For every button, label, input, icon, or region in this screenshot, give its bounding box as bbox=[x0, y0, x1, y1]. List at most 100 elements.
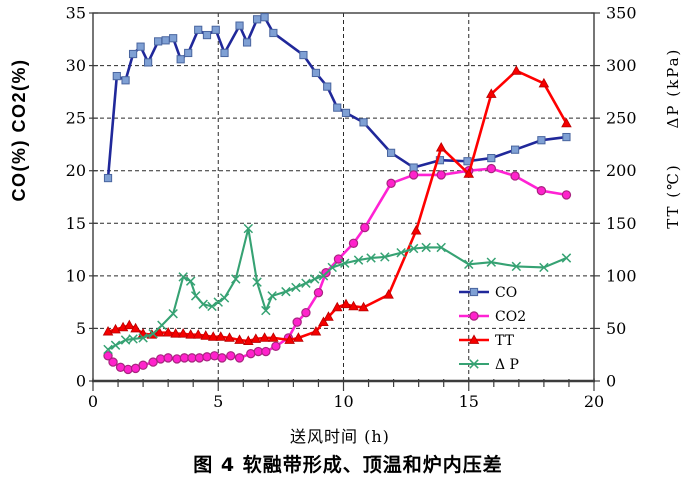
y-right-tick-label: 0 bbox=[606, 372, 616, 391]
dp-marker bbox=[148, 328, 158, 339]
co2-marker bbox=[194, 353, 205, 363]
x-tick-label: 20 bbox=[584, 392, 604, 411]
co-marker bbox=[260, 13, 269, 22]
co-marker bbox=[562, 132, 571, 142]
co2-marker bbox=[348, 238, 359, 248]
tt-marker bbox=[410, 225, 422, 235]
tt-marker bbox=[185, 329, 196, 339]
dp-marker bbox=[261, 305, 271, 316]
axes bbox=[89, 12, 600, 391]
gridlines bbox=[93, 13, 594, 381]
dp-marker bbox=[198, 299, 208, 309]
co-marker bbox=[136, 42, 145, 51]
series-line-co bbox=[106, 15, 568, 180]
tt-marker bbox=[293, 332, 304, 342]
legend: CO CO2 TT Δ P bbox=[459, 285, 526, 373]
tt-marker bbox=[331, 301, 343, 312]
tt-marker bbox=[486, 88, 497, 98]
co-marker bbox=[128, 49, 138, 59]
dp-marker bbox=[340, 258, 350, 268]
tt-marker bbox=[250, 333, 262, 343]
dp-marker bbox=[318, 271, 329, 281]
tt-marker bbox=[243, 335, 254, 345]
dp-marker bbox=[464, 259, 474, 270]
co-marker bbox=[409, 163, 418, 172]
tt-marker bbox=[561, 117, 572, 128]
dp-marker bbox=[185, 276, 196, 286]
legend-label-co2: CO2 bbox=[495, 309, 526, 325]
co2-marker bbox=[226, 351, 236, 361]
tt-marker bbox=[323, 311, 334, 321]
x-axis-title: 送风时间 (h) bbox=[290, 427, 390, 446]
legend-item-co: CO bbox=[459, 285, 517, 301]
dp-marker bbox=[103, 344, 113, 355]
co2-marker bbox=[209, 351, 220, 361]
co2-marker bbox=[561, 190, 572, 200]
co2-marker bbox=[333, 254, 344, 264]
co-marker bbox=[220, 48, 229, 58]
dp-marker bbox=[301, 278, 311, 288]
dp-marker bbox=[178, 272, 188, 282]
co-marker bbox=[311, 68, 321, 78]
co-marker bbox=[235, 21, 244, 30]
tt-marker bbox=[162, 327, 174, 337]
dp-marker bbox=[231, 274, 241, 284]
co-marker bbox=[386, 148, 396, 157]
co-marker bbox=[487, 153, 496, 163]
x-tick-label: 5 bbox=[213, 392, 223, 411]
co2-marker bbox=[155, 354, 166, 364]
co2-marker bbox=[301, 307, 311, 318]
y-left-tick-label: 35 bbox=[66, 4, 86, 23]
dp-marker bbox=[120, 335, 131, 345]
co2-marker bbox=[469, 311, 479, 321]
co-marker bbox=[252, 15, 262, 24]
co-marker bbox=[323, 82, 332, 91]
dp-marker bbox=[309, 274, 320, 284]
tt-marker bbox=[215, 331, 227, 341]
dp-marker bbox=[110, 340, 121, 350]
co2-marker bbox=[360, 222, 370, 233]
dp-marker bbox=[168, 308, 178, 319]
co-marker bbox=[537, 136, 546, 145]
tt-marker bbox=[468, 334, 480, 344]
y-axis-title-right-dp: ΔP (kPa) bbox=[664, 48, 682, 129]
co2-marker bbox=[408, 170, 419, 180]
y-axis-title-left: CO(%) CO2(%) bbox=[9, 59, 29, 202]
tt-marker bbox=[318, 316, 329, 327]
co2-marker bbox=[202, 352, 212, 362]
dp-marker bbox=[353, 255, 364, 265]
dp-marker bbox=[511, 261, 522, 272]
co2-marker bbox=[313, 287, 324, 298]
y-right-tick-label: 150 bbox=[606, 214, 637, 233]
y-right-tick-label: 350 bbox=[606, 4, 637, 23]
co-marker bbox=[144, 58, 153, 67]
co2-marker bbox=[486, 163, 496, 174]
tt-marker bbox=[348, 300, 359, 311]
co-marker bbox=[194, 25, 203, 34]
co-marker bbox=[169, 34, 178, 43]
tt-marker bbox=[538, 77, 550, 88]
series-co bbox=[103, 13, 571, 183]
co2-marker bbox=[234, 353, 245, 363]
dp-marker bbox=[561, 253, 572, 263]
x-tick-label: 10 bbox=[333, 392, 353, 411]
dp-marker bbox=[213, 297, 223, 307]
tt-marker bbox=[340, 298, 352, 309]
legend-item-dp: Δ P bbox=[459, 357, 519, 373]
y-left-tick-label: 10 bbox=[66, 266, 86, 285]
figure-caption: 图 4 软融带形成、顶温和炉内压差 bbox=[193, 453, 502, 476]
tt-marker bbox=[102, 325, 114, 336]
dp-marker bbox=[243, 223, 254, 234]
dp-marker bbox=[157, 320, 167, 331]
co2-marker bbox=[510, 171, 520, 181]
co2-marker bbox=[386, 178, 396, 189]
co-marker bbox=[112, 71, 121, 81]
co-marker bbox=[341, 108, 351, 117]
co2-marker bbox=[163, 353, 173, 363]
co2-marker bbox=[172, 354, 182, 364]
dp-marker bbox=[219, 293, 230, 303]
co2-marker bbox=[115, 362, 126, 373]
dp-marker bbox=[252, 277, 262, 287]
legend-item-co2: CO2 bbox=[459, 309, 526, 325]
y-left-tick-label: 25 bbox=[66, 109, 86, 128]
